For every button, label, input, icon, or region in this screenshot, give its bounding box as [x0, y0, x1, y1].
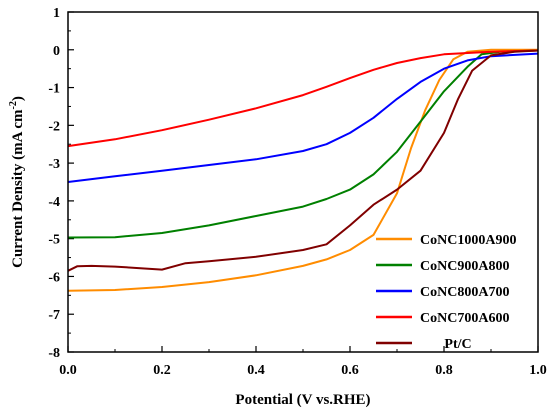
- x-tick-label: 0.8: [435, 363, 453, 378]
- legend-label: CoNC1000A900: [420, 233, 516, 248]
- y-axis-title: Current Density (mA cm-2): [8, 96, 26, 268]
- y-tick-label: -4: [48, 195, 60, 210]
- y-tick-label: -8: [48, 346, 60, 361]
- y-tick-label: -2: [48, 119, 60, 134]
- legend-label: CoNC900A800: [420, 259, 509, 274]
- y-axis-title-close: ): [10, 96, 26, 101]
- legend-label: CoNC800A700: [420, 285, 509, 300]
- y-axis-title-sup: -2: [8, 101, 19, 109]
- y-tick-label: -5: [48, 233, 60, 248]
- plot-frame: [67, 11, 539, 353]
- y-tick-label: -7: [48, 308, 60, 323]
- legend-label: Pt/C: [444, 337, 471, 352]
- y-tick-label: -1: [48, 82, 60, 97]
- axis-ticks: [67, 11, 539, 353]
- y-axis-title-main: Current Density (mA cm: [10, 109, 26, 268]
- legend-label: CoNC700A600: [420, 311, 509, 326]
- series-lines: [67, 48, 539, 292]
- x-tick-label: 0.6: [341, 363, 359, 378]
- x-tick-label: 0.4: [247, 363, 265, 378]
- tick-labels: 0.0 0.2 0.4 0.6 0.8 1.0 1 0 -1 -2 -3 -4 -5 -6 -7 -8: [48, 6, 546, 378]
- series-line: [67, 49, 539, 272]
- y-tick-label: 0: [53, 44, 60, 59]
- y-tick-label: -3: [48, 157, 60, 172]
- x-axis-title: Potential (V vs.RHE): [235, 392, 370, 408]
- x-tick-label: 0.2: [153, 363, 171, 378]
- x-tick-label: 1.0: [529, 363, 547, 378]
- series-line: [67, 52, 539, 183]
- legend: CoNC1000A900 CoNC900A800 CoNC800A700 CoNC70…: [376, 233, 516, 352]
- series-line: [67, 49, 539, 239]
- y-tick-label: 1: [53, 6, 60, 21]
- y-tick-label: -6: [48, 270, 60, 285]
- x-tick-label: 0.0: [59, 363, 77, 378]
- series-line: [67, 49, 539, 148]
- series-line: [67, 48, 538, 292]
